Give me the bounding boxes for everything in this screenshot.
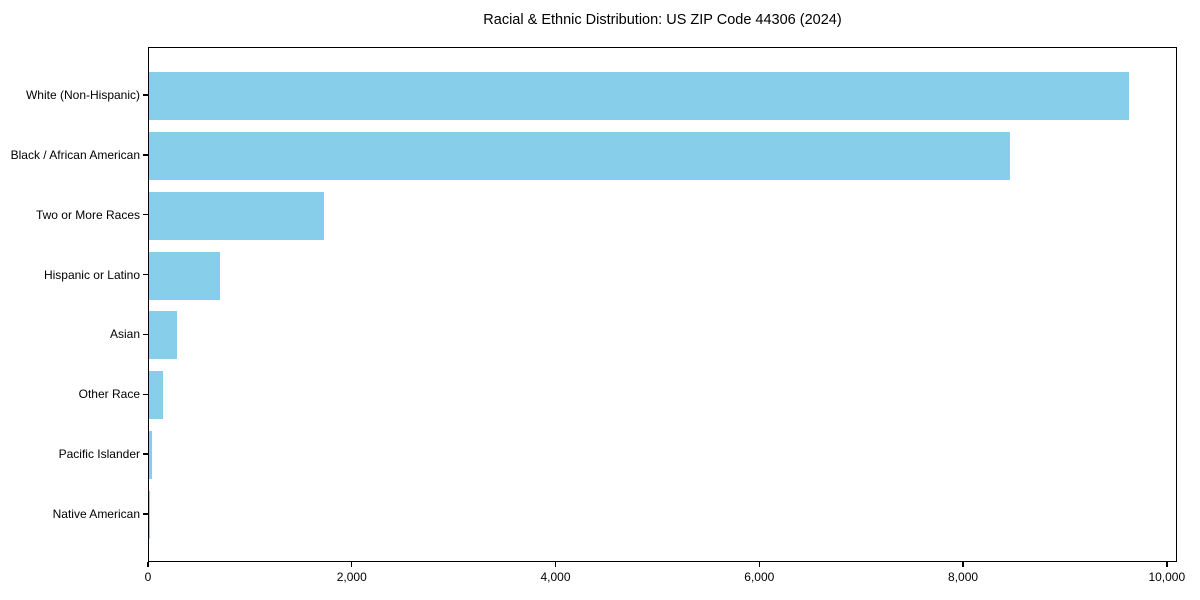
y-tick-label: Pacific Islander	[58, 447, 140, 462]
plot-area	[148, 47, 1177, 562]
y-tick-mark	[143, 333, 148, 336]
y-tick-mark	[143, 273, 148, 276]
y-tick-mark	[143, 513, 148, 515]
y-tick-label: Hispanic or Latino	[43, 267, 140, 282]
y-tick-mark	[143, 213, 148, 216]
bar-pacific-islander	[149, 431, 153, 480]
x-tick-label: 2,000	[336, 570, 367, 584]
x-tick-label: 4,000	[540, 570, 571, 584]
y-tick-mark	[143, 94, 148, 96]
y-tick-mark	[143, 453, 148, 455]
x-tick-mark	[1166, 562, 1168, 567]
bar-asian	[149, 311, 178, 360]
bar-native-american	[149, 491, 151, 540]
bar-black-african-american	[149, 131, 1010, 180]
bar-hispanic-or-latino	[149, 251, 221, 300]
x-tick-label: 0	[144, 570, 152, 584]
chart-title: Racial & Ethnic Distribution: US ZIP Cod…	[483, 12, 842, 28]
y-tick-label: Two or More Races	[35, 207, 140, 222]
x-tick-label: 6,000	[744, 570, 775, 584]
y-tick-label: Asian	[109, 327, 140, 342]
y-tick-mark	[143, 393, 148, 395]
x-tick-mark	[351, 562, 353, 567]
bar-other-race	[149, 371, 163, 420]
x-tick-label: 8,000	[948, 570, 979, 584]
y-tick-label: White (Non-Hispanic)	[25, 87, 140, 102]
y-tick-mark	[143, 154, 148, 156]
y-tick-label: Black / African American	[10, 147, 140, 162]
x-tick-mark	[758, 562, 760, 567]
x-tick-mark	[962, 562, 964, 567]
x-tick-label: 10,000	[1148, 570, 1186, 584]
x-tick-mark	[554, 562, 557, 567]
bar-white-non-hispanic	[149, 71, 1130, 120]
y-tick-label: Native American	[52, 507, 140, 522]
y-tick-label: Other Race	[78, 387, 140, 402]
bar-two-or-more-races	[149, 191, 325, 240]
x-tick-mark	[147, 562, 149, 567]
